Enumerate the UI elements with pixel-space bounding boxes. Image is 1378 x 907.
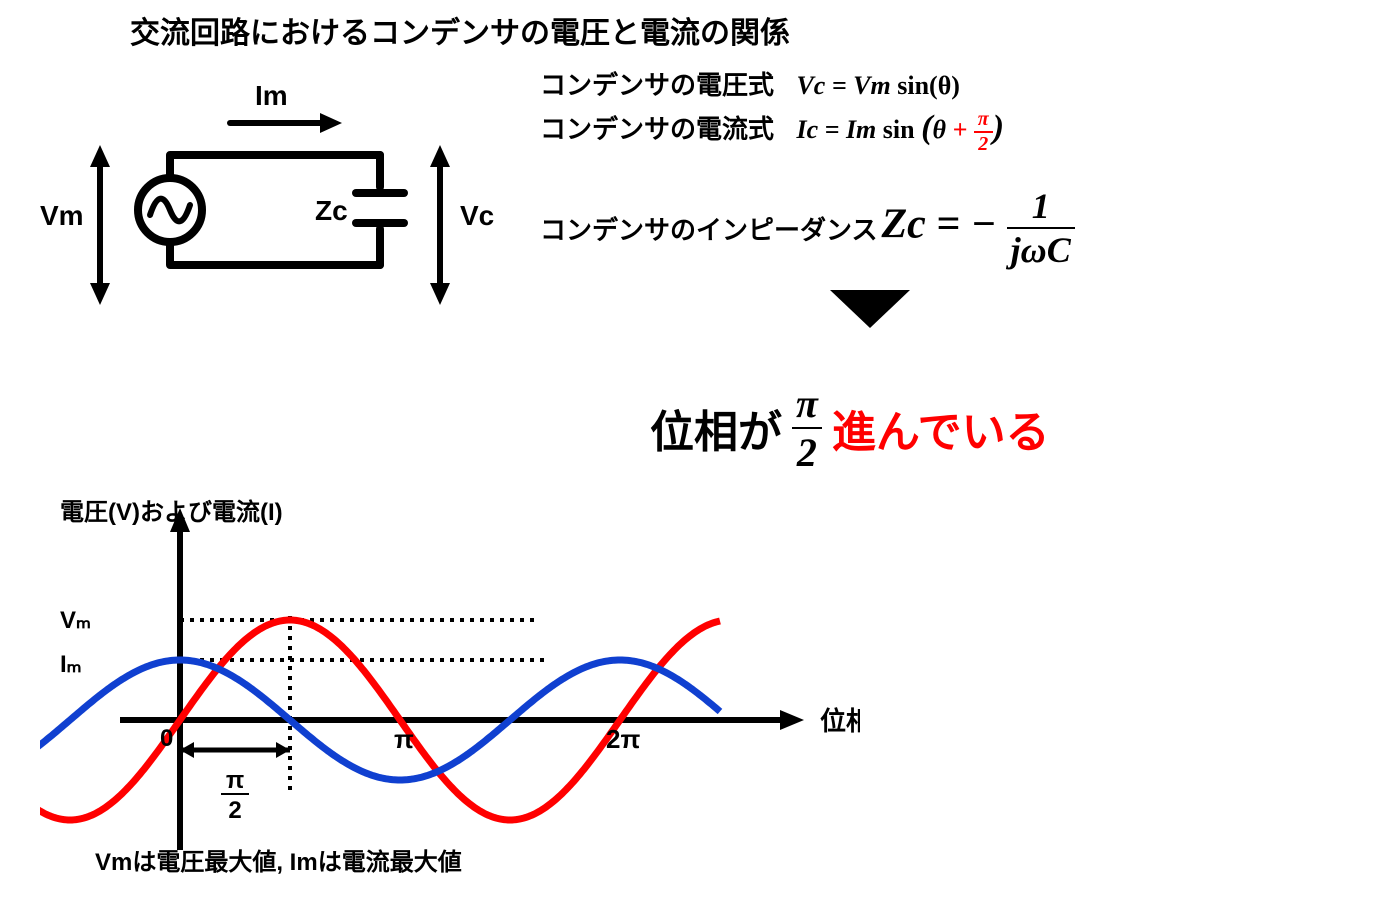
svg-text:Vₘ: Vₘ — [60, 607, 91, 634]
current-equation: コンデンサの電流式 Ic = Im sin (θ + π2) — [540, 108, 1004, 156]
voltage-equation: コンデンサの電圧式 Vc = Vm sin(θ) — [540, 65, 960, 102]
vc-label: Vc — [460, 200, 494, 231]
svg-text:電圧(V)および電流(I): 電圧(V)および電流(I) — [60, 499, 283, 526]
down-arrow-icon — [830, 290, 910, 328]
svg-text:0: 0 — [160, 725, 173, 752]
diagram-title: 交流回路におけるコンデンサの電圧と電流の関係 — [130, 8, 790, 52]
svg-text:2: 2 — [228, 797, 241, 824]
svg-text:位相(θ): 位相(θ) — [820, 706, 860, 736]
waveform-chart: 電圧(V)および電流(I) Vₘ Iₘ 0 π 2π 位相(θ) π 2 Vmは電圧最大値, Im… — [40, 490, 860, 890]
impedance-equation: コンデンサのインピーダンス Zc = − 1jωC — [540, 185, 1075, 271]
phase-statement: 位相が π2 進んでいる — [650, 380, 1050, 476]
svg-text:π: π — [226, 767, 244, 794]
zc-label: Zc — [315, 195, 348, 226]
svg-text:Iₘ: Iₘ — [60, 651, 82, 678]
svg-text:Vmは電圧最大値, Imは電流最大値: Vmは電圧最大値, Imは電流最大値 — [95, 849, 462, 876]
circuit-diagram: Vm Im Zc Vc — [30, 65, 510, 325]
vm-label: Vm — [40, 200, 84, 231]
im-label: Im — [255, 80, 288, 111]
svg-text:π: π — [394, 724, 414, 754]
svg-text:2π: 2π — [606, 724, 640, 754]
